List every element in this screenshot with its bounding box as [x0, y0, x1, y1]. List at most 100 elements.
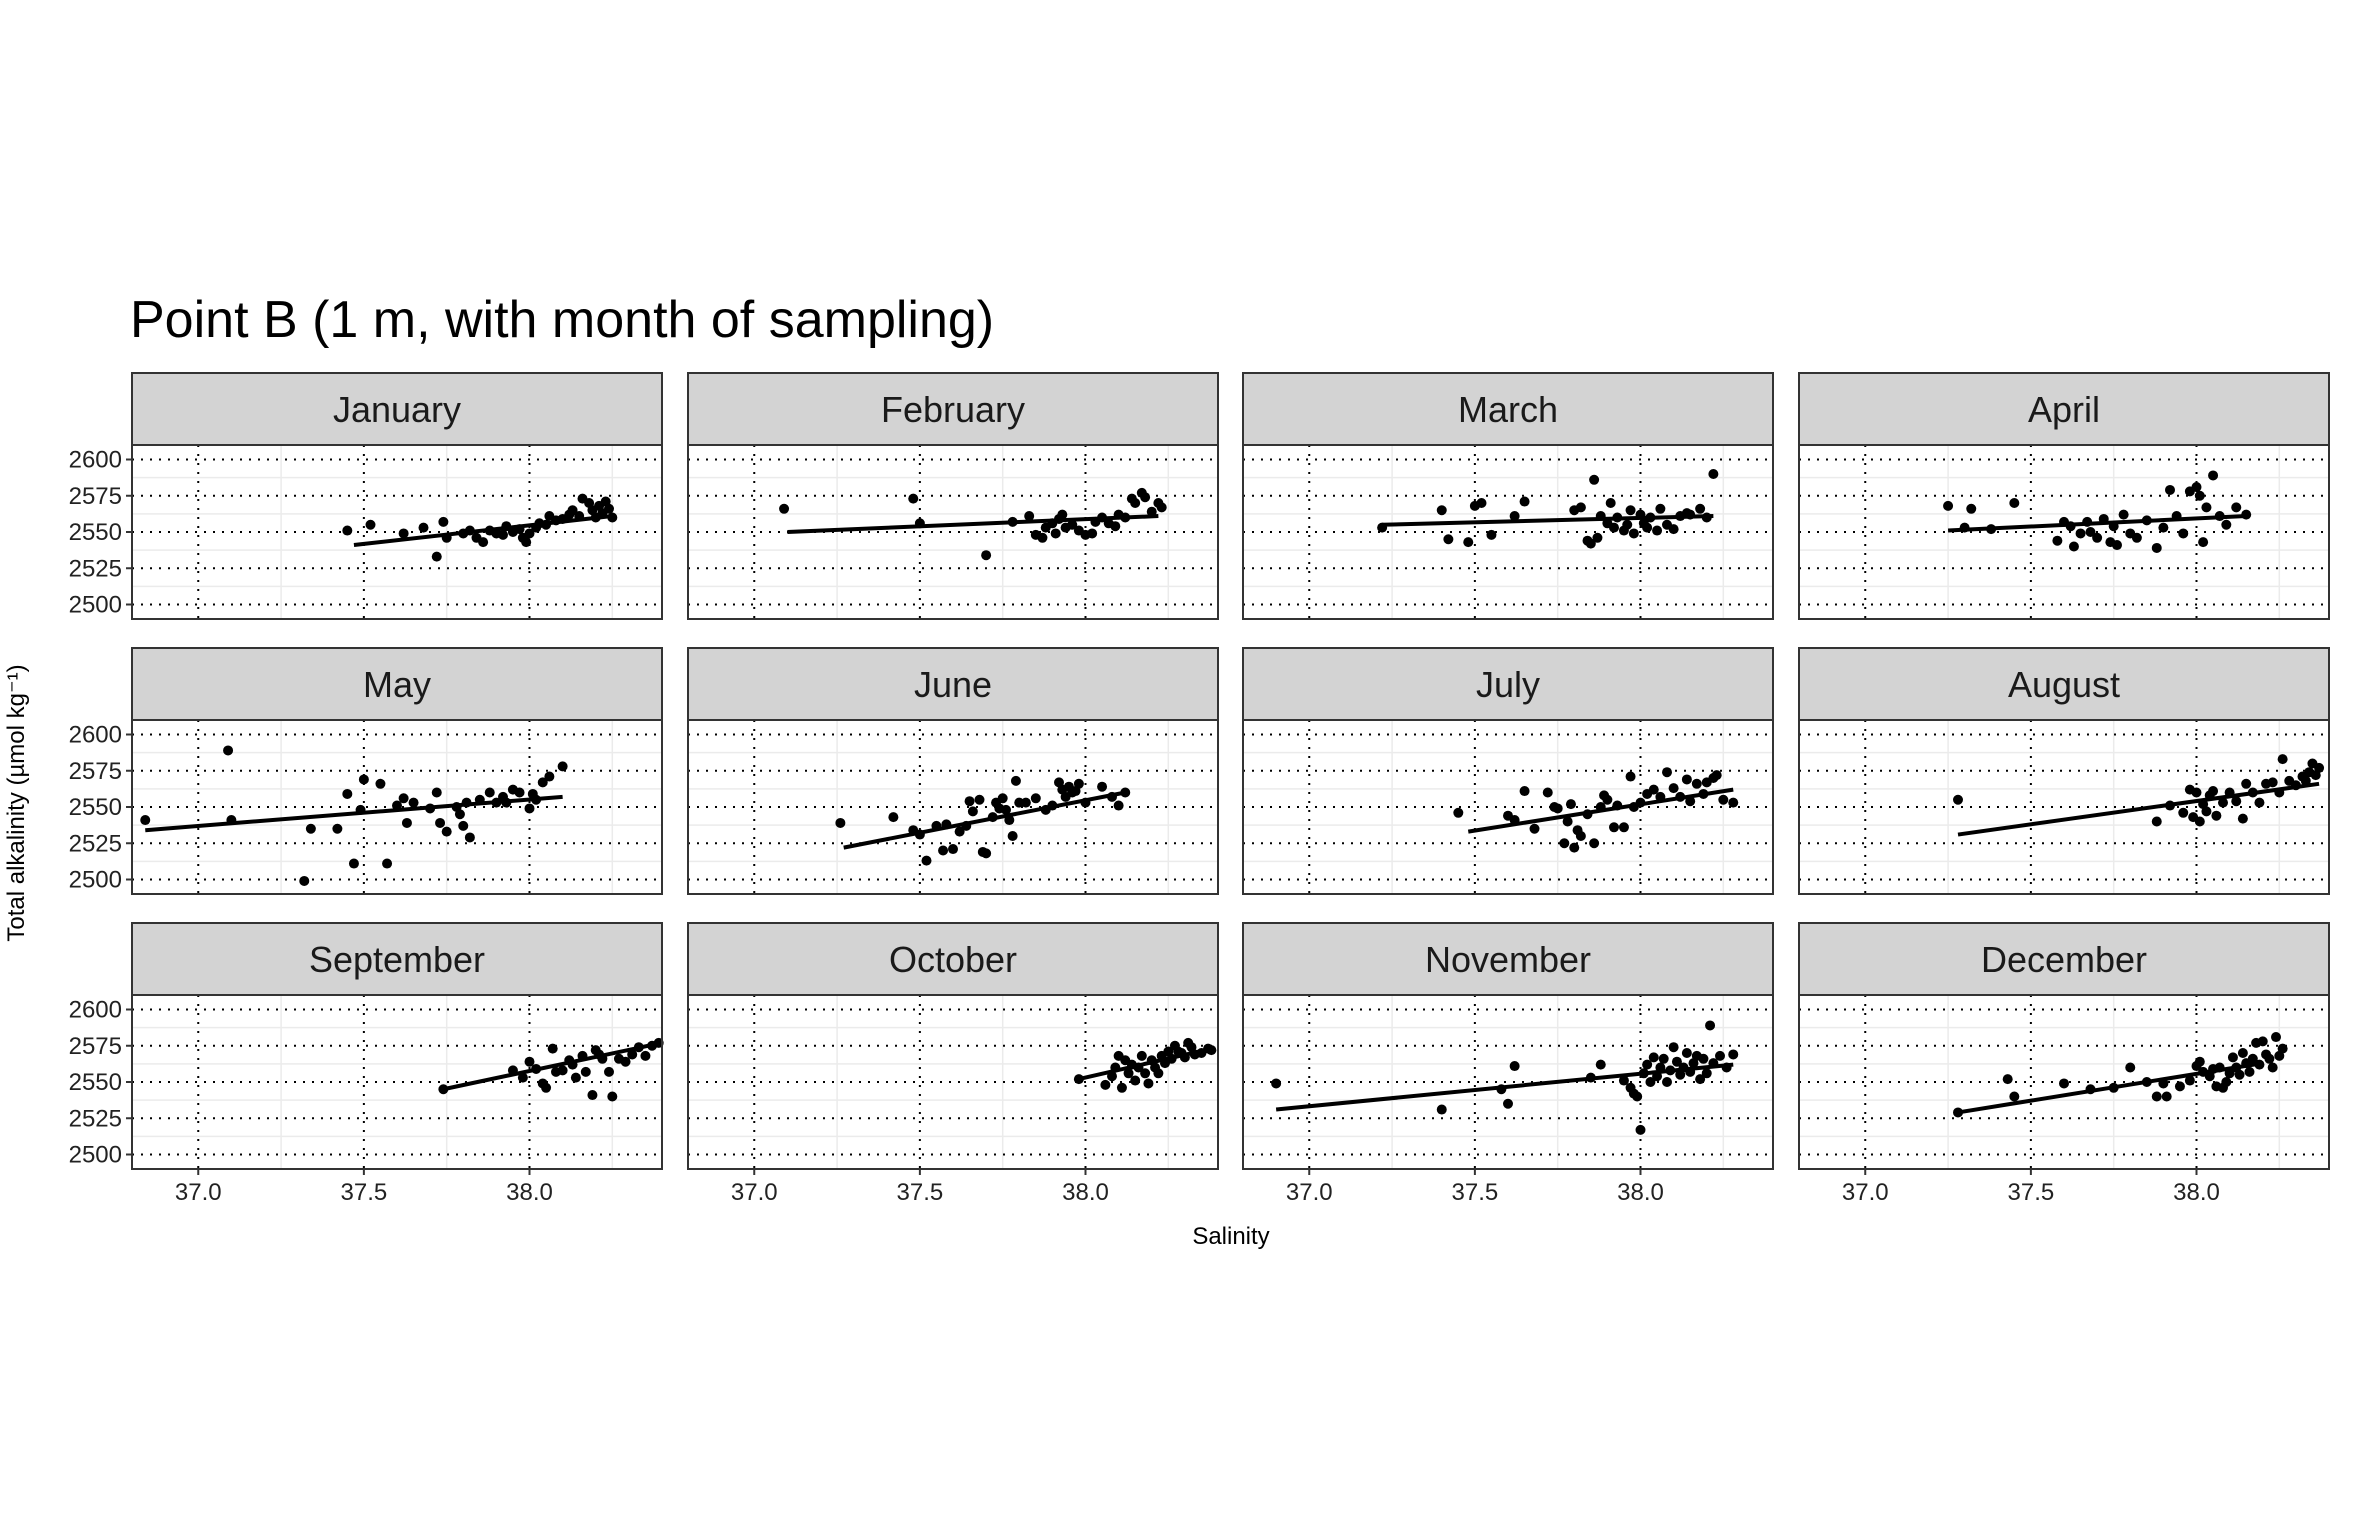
- facet-panel-april: April: [1798, 372, 2330, 620]
- data-point: [2108, 521, 2119, 532]
- data-point: [1166, 1053, 1177, 1064]
- data-point: [2085, 527, 2096, 537]
- facet-panel-june: June: [687, 647, 1219, 895]
- data-point: [1662, 1077, 1672, 1087]
- data-point: [2198, 537, 2209, 548]
- data-point: [2009, 498, 2020, 508]
- data-point: [474, 794, 485, 805]
- data-point: [967, 806, 978, 817]
- data-point: [1635, 1124, 1646, 1135]
- data-point: [1589, 838, 1600, 849]
- data-point: [2141, 515, 2152, 526]
- data-point: [140, 815, 151, 826]
- data-point: [1953, 794, 1963, 805]
- data-point: [2314, 762, 2325, 773]
- data-point: [1668, 783, 1679, 794]
- data-point: [1612, 800, 1623, 811]
- data-point: [2191, 787, 2202, 798]
- data-point: [2098, 513, 2109, 524]
- data-point: [604, 1066, 614, 1077]
- data-point: [1007, 831, 1018, 841]
- y-tick-label: 2525: [69, 555, 122, 582]
- data-point: [1443, 534, 1454, 545]
- data-point: [1436, 1104, 1447, 1115]
- data-point: [2231, 796, 2242, 807]
- y-tick-label: 2550: [69, 519, 122, 546]
- facet-panel-december: December 37.0 37.5 38.0: [1798, 922, 2330, 1206]
- data-point: [355, 804, 366, 815]
- y-tick-label: 2500: [69, 592, 122, 619]
- data-point: [2158, 1078, 2169, 1089]
- data-point: [607, 512, 618, 523]
- facet-strip-label: October: [889, 939, 1017, 980]
- data-point: [1695, 503, 1706, 514]
- data-point: [1681, 774, 1692, 785]
- data-point: [1123, 1068, 1134, 1079]
- data-point: [640, 1050, 651, 1061]
- data-point: [425, 803, 436, 814]
- data-point: [2002, 1074, 2013, 1085]
- facet-strip-label: April: [2028, 389, 2100, 430]
- data-point: [1718, 794, 1729, 805]
- data-point: [2052, 535, 2063, 546]
- data-point: [398, 528, 409, 539]
- data-point: [1146, 506, 1157, 517]
- data-point: [1609, 822, 1619, 833]
- data-point: [498, 529, 508, 540]
- data-point: [1562, 816, 1573, 827]
- data-point: [1509, 815, 1520, 826]
- data-point: [557, 1065, 568, 1076]
- regression-line: [442, 1040, 663, 1092]
- data-point: [2208, 786, 2219, 797]
- data-point: [1140, 492, 1151, 503]
- data-point: [2151, 1091, 2162, 1102]
- data-point: [2247, 1053, 2258, 1064]
- data-point: [2224, 1068, 2235, 1079]
- data-point: [908, 493, 919, 504]
- x-tick-label: 37.0: [175, 1179, 222, 1206]
- data-point: [478, 537, 489, 548]
- data-point: [2231, 502, 2242, 513]
- data-point: [1496, 1084, 1507, 1095]
- data-point: [2009, 1091, 2020, 1102]
- data-point: [2208, 470, 2219, 481]
- data-point: [567, 505, 578, 516]
- facet-strip: [1798, 922, 2330, 996]
- regression-line: [353, 514, 613, 548]
- data-point: [1698, 788, 1709, 799]
- y-tick-label: 2550: [69, 1069, 122, 1096]
- data-point: [1625, 771, 1636, 782]
- x-tick-label: 37.5: [341, 1179, 388, 1206]
- data-point: [1136, 1050, 1147, 1061]
- data-point: [1632, 1091, 1643, 1102]
- data-point: [461, 797, 472, 808]
- data-point: [2267, 1062, 2278, 1073]
- panel-border: [687, 719, 1219, 895]
- facet-strip-label: May: [363, 664, 431, 705]
- data-point: [2277, 754, 2288, 765]
- data-point: [226, 815, 237, 826]
- facet-strip: [131, 922, 663, 996]
- facet-strip-label: March: [1458, 389, 1558, 430]
- facet-panel-september: September 2600 2575 2550 2525 2500 37.0 37.5 38.…: [69, 922, 664, 1206]
- data-point: [464, 525, 475, 536]
- data-point: [1582, 809, 1593, 820]
- data-point: [2174, 1081, 2185, 1092]
- data-point: [1542, 787, 1553, 798]
- data-point: [597, 1053, 608, 1064]
- data-point: [305, 823, 316, 834]
- data-point: [2158, 522, 2169, 533]
- regression-line: [1957, 781, 2320, 837]
- data-point: [1966, 503, 1977, 514]
- data-point: [2277, 1043, 2288, 1054]
- data-point: [1519, 496, 1530, 507]
- data-point: [507, 1065, 518, 1076]
- data-point: [438, 516, 449, 527]
- data-point: [1010, 775, 1021, 786]
- data-point: [342, 525, 353, 536]
- data-point: [2234, 1069, 2245, 1080]
- data-point: [2165, 484, 2175, 495]
- data-point: [1635, 509, 1646, 520]
- data-point: [342, 788, 353, 799]
- facet-strip: [1798, 372, 2330, 446]
